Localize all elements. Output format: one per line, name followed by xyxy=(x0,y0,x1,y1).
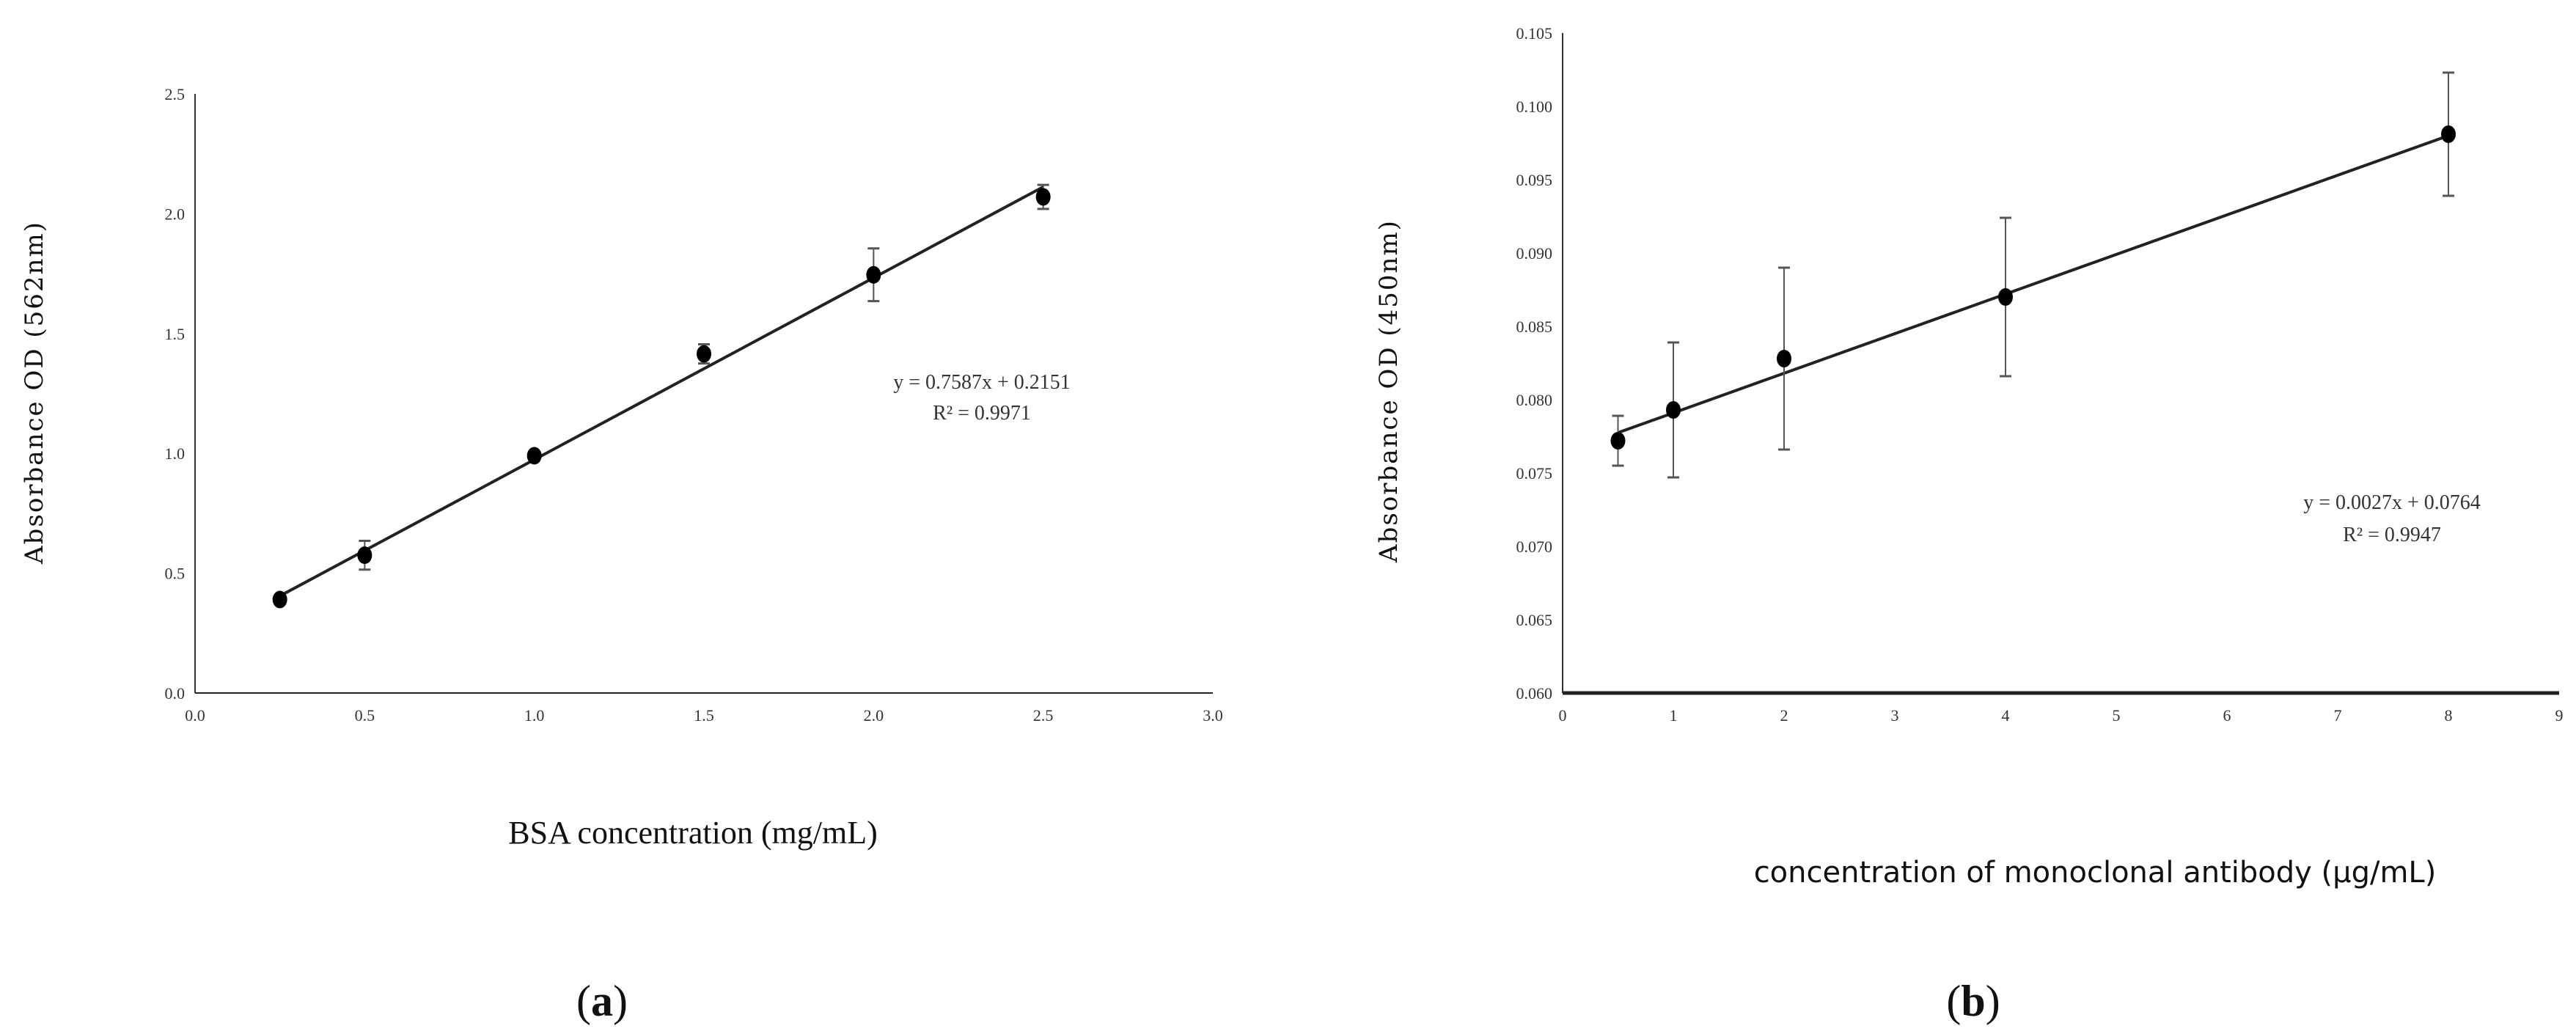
data-point xyxy=(866,265,881,284)
panel-label: (a) xyxy=(576,977,628,1025)
y-tick-label: 0.0 xyxy=(165,684,186,703)
y-axis-title: Absorbance OD (562nm) xyxy=(20,221,49,565)
x-axis-title: BSA concentration (mg/mL) xyxy=(508,815,877,851)
r-squared: R² = 0.9971 xyxy=(933,402,1031,425)
x-axis-title: concentration of monoclonal antibody (μg… xyxy=(1754,856,2437,890)
x-tick-label: 0 xyxy=(1559,706,1567,725)
x-tick-label: 1 xyxy=(1670,706,1678,725)
y-tick-label: 2.5 xyxy=(165,85,186,103)
y-tick-label: 2.0 xyxy=(165,205,186,223)
x-tick-label: 7 xyxy=(2334,706,2342,725)
y-tick-label: 1.0 xyxy=(165,444,186,463)
chart-a: Absorbance OD (562nm) BSA concentration … xyxy=(20,85,1223,1025)
data-point xyxy=(272,590,287,609)
x-tick-label: 8 xyxy=(2445,706,2453,725)
x-tick-label: 9 xyxy=(2555,706,2564,725)
y-axis-title: Absorbance OD (450nm) xyxy=(1374,219,1403,563)
x-tick-label: 0.0 xyxy=(185,706,205,725)
x-tick-label: 3 xyxy=(1891,706,1899,725)
data-point xyxy=(697,345,711,363)
data-point xyxy=(1666,401,1681,419)
y-tick-label: 0.080 xyxy=(1516,391,1553,409)
y-tick-label: 0.5 xyxy=(165,565,186,583)
trendline-equation: y = 0.7587x + 0.2151 xyxy=(893,371,1071,394)
y-tick-label: 0.065 xyxy=(1516,611,1553,629)
x-tick-label: 1.0 xyxy=(524,706,545,725)
y-tick-label: 0.075 xyxy=(1516,464,1553,483)
y-tick-label: 0.060 xyxy=(1516,684,1553,703)
x-tick-label: 1.5 xyxy=(694,706,714,725)
y-tick-label: 0.070 xyxy=(1516,538,1553,556)
x-tick-label: 2.5 xyxy=(1033,706,1054,725)
y-tick-label: 0.100 xyxy=(1516,98,1553,116)
r-squared: R² = 0.9947 xyxy=(2343,524,2441,546)
data-point xyxy=(1035,188,1051,206)
data-point xyxy=(1777,350,1791,367)
x-tick-label: 2.0 xyxy=(864,706,884,725)
data-point xyxy=(357,546,373,565)
y-tick-label: 0.105 xyxy=(1516,24,1553,43)
y-tick-label: 0.085 xyxy=(1516,318,1553,336)
x-tick-label: 6 xyxy=(2223,706,2231,725)
panel-label: (b) xyxy=(1946,977,2000,1025)
x-tick-label: 3.0 xyxy=(1203,706,1223,725)
data-point xyxy=(1998,288,2013,306)
trendline-equation: y = 0.0027x + 0.0764 xyxy=(2303,491,2481,514)
data-point xyxy=(2441,125,2456,143)
y-tick-label: 1.5 xyxy=(165,325,186,343)
trendline xyxy=(279,186,1044,598)
x-tick-label: 4 xyxy=(2002,706,2010,725)
x-tick-label: 2 xyxy=(1780,706,1788,725)
x-tick-label: 5 xyxy=(2113,706,2121,725)
x-tick-label: 0.5 xyxy=(355,706,375,725)
y-tick-label: 0.090 xyxy=(1516,244,1553,263)
chart-b: Absorbance OD (450nm) concentration of m… xyxy=(1374,24,2564,1025)
trendline xyxy=(1617,134,2449,434)
y-tick-label: 0.095 xyxy=(1516,171,1553,189)
data-point xyxy=(526,447,542,465)
data-point xyxy=(1610,432,1626,450)
